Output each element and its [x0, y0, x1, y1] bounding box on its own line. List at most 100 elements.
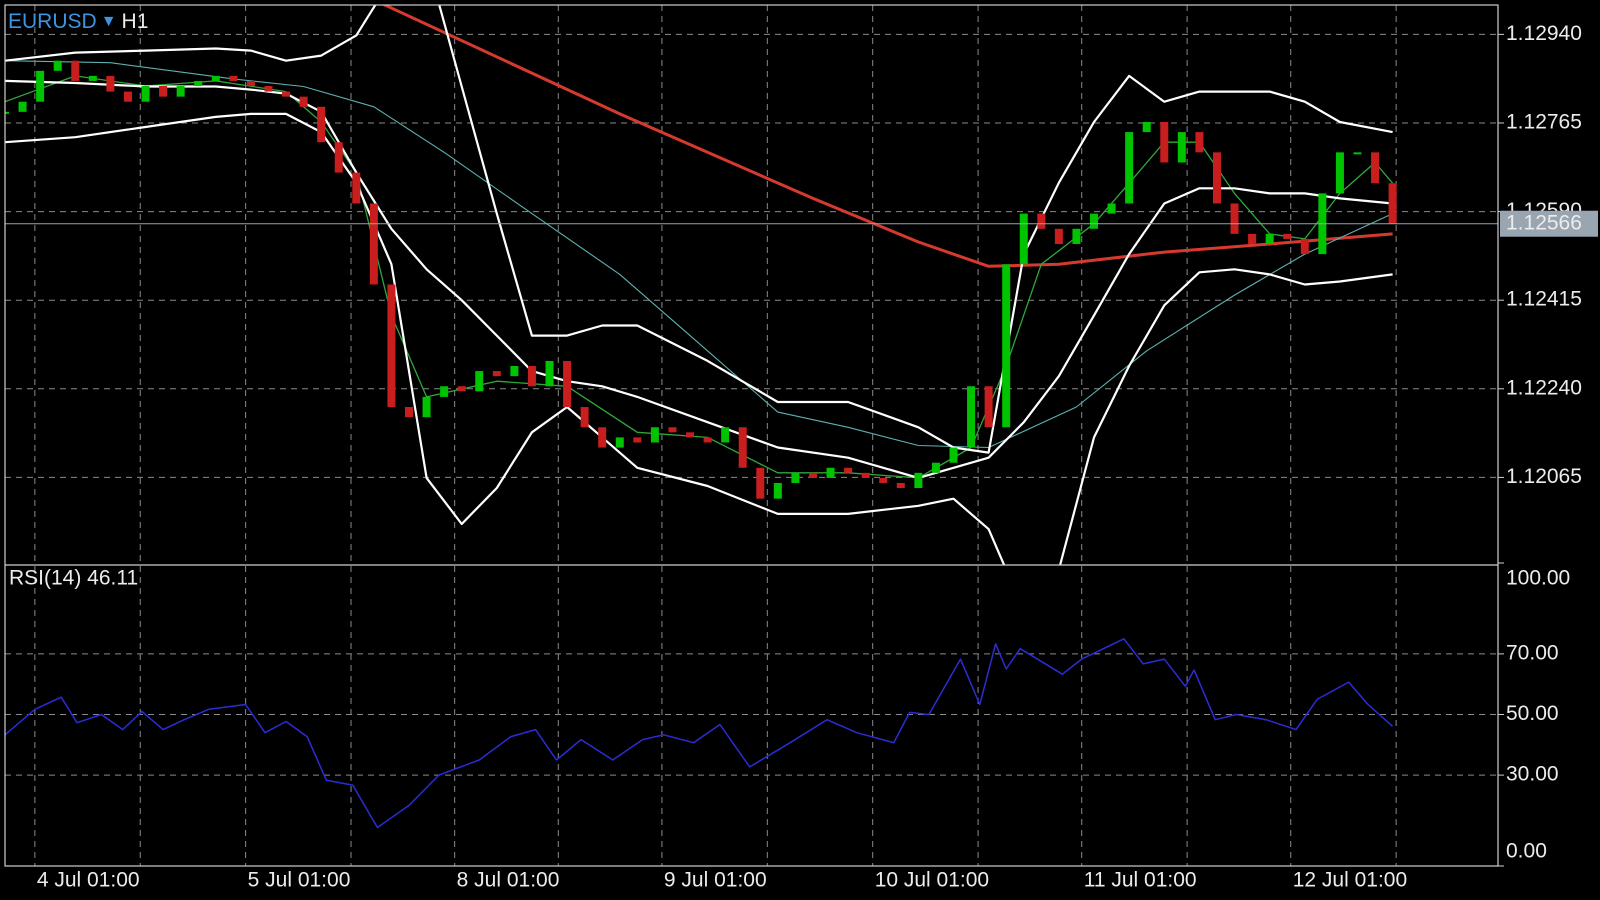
candle [352, 172, 361, 204]
candle [844, 467, 853, 473]
candle [1107, 203, 1116, 214]
candle [580, 407, 589, 428]
candle [861, 472, 870, 478]
candle [1019, 213, 1028, 265]
x-tick-label: 9 Jul 01:00 [664, 869, 767, 892]
candle [369, 203, 378, 285]
x-tick-label: 4 Jul 01:00 [37, 869, 140, 892]
y-tick-label: 1.12765 [1506, 111, 1582, 134]
candle [721, 427, 730, 443]
candle [879, 477, 888, 483]
candle [984, 386, 993, 428]
rsi-line [5, 638, 1394, 829]
y-tick-label: 1.12415 [1506, 288, 1582, 311]
chart-frame [4, 4, 1499, 867]
candle [18, 101, 27, 112]
rsi-tick-label: 100.00 [1506, 567, 1570, 590]
candle [71, 60, 80, 81]
moving-average [381, 5, 1393, 268]
bollinger-middle [5, 79, 1393, 479]
candle [738, 427, 747, 468]
candle [334, 142, 343, 173]
candle [159, 86, 168, 97]
candle [229, 75, 238, 81]
x-tick-label: 10 Jul 01:00 [875, 869, 989, 892]
candle [1160, 121, 1169, 163]
candle [1195, 132, 1204, 153]
candle [36, 70, 45, 102]
candle [1002, 264, 1011, 428]
candle [615, 437, 624, 448]
x-tick-label: 11 Jul 01:00 [1084, 869, 1197, 892]
candle [668, 427, 677, 433]
candle [141, 86, 150, 102]
candle [563, 360, 572, 408]
x-tick-label: 12 Jul 01:00 [1293, 869, 1407, 892]
candle [703, 437, 712, 443]
candle [633, 437, 642, 443]
rsi-panel [5, 638, 1498, 866]
candle [756, 467, 765, 499]
price-panel [5, 5, 1498, 565]
candle [1037, 213, 1046, 229]
y-tick-label: 1.12240 [1506, 376, 1582, 399]
candle [510, 366, 519, 377]
candle [1248, 233, 1257, 244]
candle [123, 91, 132, 102]
candle [598, 427, 607, 448]
candle [1300, 238, 1309, 255]
candle [527, 366, 536, 387]
bollinger-upper [5, 5, 1393, 454]
candle [1072, 228, 1081, 244]
candle [1265, 233, 1274, 244]
candle [299, 96, 308, 107]
symbol: EURUSD [8, 10, 97, 33]
x-tick-label: 5 Jul 01:00 [248, 869, 351, 892]
last-price-label: 1.12566 [1506, 211, 1582, 234]
y-tick-label: 1.12940 [1506, 22, 1582, 45]
candle [1054, 228, 1063, 244]
candle [686, 432, 695, 438]
candle [949, 447, 958, 463]
candle [914, 472, 923, 489]
candle [422, 396, 431, 418]
candle [492, 371, 501, 377]
candle [1142, 121, 1151, 133]
candle [826, 467, 835, 478]
candle [5, 111, 9, 114]
rsi-tick-label: 0.00 [1506, 840, 1547, 863]
candle [1353, 152, 1362, 155]
axes-layer: 4 Jul 01:00 5 Jul 01:00 8 Jul 01:00 9 Jul 0… [4, 4, 1598, 892]
candle [1371, 152, 1380, 184]
candle [1125, 132, 1134, 204]
bollinger-lower [5, 112, 1393, 565]
candle [317, 106, 326, 143]
grid-layer [5, 5, 1498, 866]
candle [931, 462, 940, 473]
candle [475, 371, 484, 392]
candle [545, 360, 554, 387]
rsi-tick-label: 30.00 [1506, 763, 1559, 786]
candle [176, 86, 185, 97]
rsi-title: RSI(14) 46.11 [9, 567, 138, 590]
candle [1283, 233, 1292, 239]
candle [246, 80, 255, 87]
candle [457, 386, 466, 392]
candle [1090, 213, 1099, 229]
timeframe: H1 [122, 10, 149, 33]
candle [106, 75, 115, 92]
y-tick-label: 1.12065 [1506, 465, 1582, 488]
candle [211, 75, 220, 81]
candle [1335, 152, 1344, 194]
candle [1177, 132, 1186, 163]
candle [264, 86, 273, 92]
candle [773, 482, 782, 499]
candle [808, 472, 817, 478]
candle [282, 91, 291, 97]
candle [1230, 203, 1239, 234]
rsi-tick-label: 70.00 [1506, 641, 1559, 664]
chart-title: EURUSD ▼ H1 [8, 10, 148, 33]
candle [88, 75, 97, 81]
